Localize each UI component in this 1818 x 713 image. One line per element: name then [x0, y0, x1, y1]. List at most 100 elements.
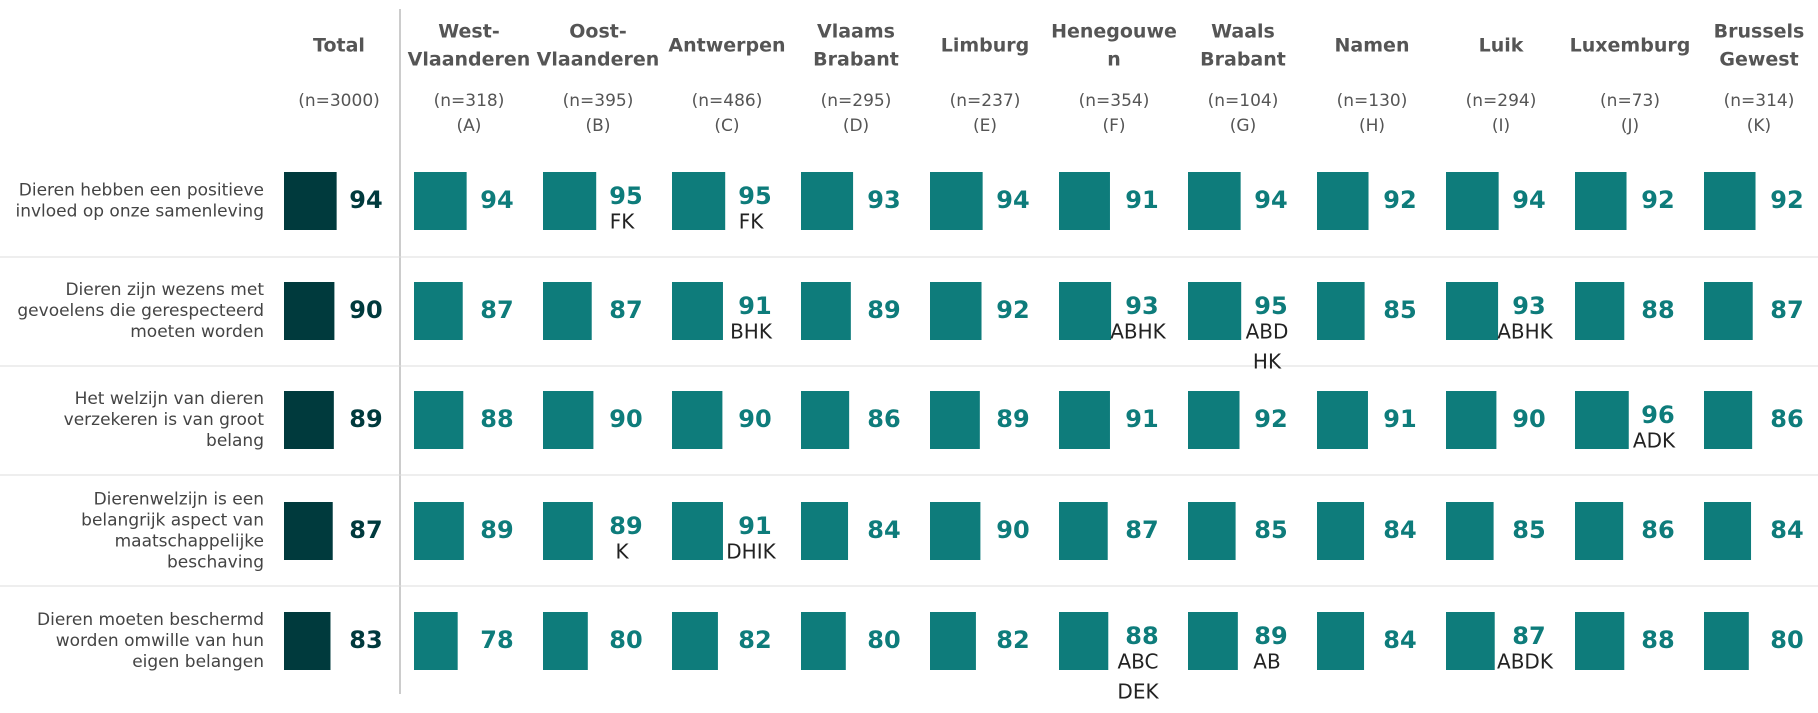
- bar: [284, 172, 337, 230]
- bar: [414, 612, 458, 670]
- value-label: 78: [480, 626, 513, 654]
- bar: [543, 391, 594, 449]
- bar: [284, 612, 331, 670]
- row-label: maatschappelijke: [115, 532, 264, 552]
- significance: FK: [739, 210, 765, 234]
- bar: [1317, 391, 1368, 449]
- bar: [1446, 612, 1495, 670]
- value-label: 96: [1641, 401, 1674, 429]
- value-label: 84: [1383, 626, 1416, 654]
- column-letter: (I): [1492, 116, 1510, 136]
- column-header: Waals: [1211, 21, 1275, 43]
- bar: [1059, 282, 1112, 340]
- value-label: 93: [1512, 292, 1545, 320]
- value-label: 94: [996, 186, 1029, 214]
- value-label: 95: [738, 182, 771, 210]
- value-label: 87: [480, 296, 513, 324]
- row-label: beschaving: [167, 553, 264, 573]
- column-n: (n=314): [1724, 91, 1795, 111]
- value-label: 84: [867, 516, 900, 544]
- bar: [801, 172, 854, 230]
- column-header: Brabant: [813, 49, 899, 71]
- significance: AB: [1253, 650, 1280, 674]
- bar: [1446, 282, 1499, 340]
- row-label: belang: [206, 431, 264, 451]
- row-label: invloed op onze samenleving: [16, 202, 265, 222]
- column-header: Vlaanderen: [408, 49, 531, 71]
- column-header: Gewest: [1719, 49, 1798, 71]
- bar: [414, 391, 464, 449]
- value-label: 86: [1641, 516, 1674, 544]
- bar: [1704, 502, 1752, 560]
- column-letter: (E): [973, 116, 997, 136]
- row-label: Het welzijn van dieren: [75, 389, 264, 409]
- column-header: Vlaanderen: [537, 49, 660, 71]
- significance: BHK: [730, 320, 773, 344]
- column-letter: (B): [586, 116, 611, 136]
- value-label: 88: [480, 405, 513, 433]
- bar: [1575, 612, 1625, 670]
- column-header: Namen: [1335, 35, 1410, 57]
- column-letter: (G): [1230, 116, 1256, 136]
- value-label: 85: [1383, 296, 1416, 324]
- column-n: (n=104): [1208, 91, 1279, 111]
- value-label: 82: [996, 626, 1029, 654]
- value-label: 93: [867, 186, 900, 214]
- column-header: Luik: [1479, 35, 1524, 57]
- value-label: 90: [996, 516, 1029, 544]
- value-label: 91: [738, 292, 771, 320]
- column-header: Total: [313, 35, 365, 57]
- value-label: 92: [1254, 405, 1287, 433]
- column-letter: (K): [1747, 116, 1771, 136]
- bar: [930, 612, 976, 670]
- bar: [1188, 502, 1236, 560]
- bar: [672, 612, 718, 670]
- value-label: 94: [349, 186, 382, 214]
- bar: [930, 391, 980, 449]
- row-label: belangrijk aspect van: [81, 511, 264, 531]
- value-label: 88: [1641, 626, 1674, 654]
- column-letter: (F): [1102, 116, 1125, 136]
- bar: [1446, 391, 1497, 449]
- column-header: Brussels: [1714, 21, 1805, 43]
- column-n: (n=318): [434, 91, 505, 111]
- bar: [543, 282, 592, 340]
- bar: [672, 502, 723, 560]
- bar: [1059, 502, 1108, 560]
- column-header: Limburg: [941, 35, 1030, 57]
- value-label: 93: [1125, 292, 1158, 320]
- significance: ABDK: [1497, 650, 1554, 674]
- bar: [1188, 612, 1238, 670]
- value-label: 89: [480, 516, 513, 544]
- column-header: Luxemburg: [1570, 35, 1691, 57]
- value-label: 85: [1512, 516, 1545, 544]
- bar: [1575, 172, 1627, 230]
- bar: [414, 172, 467, 230]
- bar: [1059, 391, 1110, 449]
- column-n: (n=237): [950, 91, 1021, 111]
- value-label: 87: [349, 516, 382, 544]
- column-letter: (A): [457, 116, 482, 136]
- row-label: Dierenwelzijn is een: [94, 490, 264, 510]
- row-label: eigen belangen: [132, 652, 264, 672]
- value-label: 90: [738, 405, 771, 433]
- row-label: gevoelens die gerespecteerd: [17, 301, 264, 321]
- column-header: Oost-: [569, 21, 626, 43]
- bar: [672, 391, 723, 449]
- column-n: (n=354): [1079, 91, 1150, 111]
- bar: [284, 502, 333, 560]
- significance: FK: [610, 210, 636, 234]
- row-label: Dieren zijn wezens met: [65, 280, 264, 300]
- column-n: (n=295): [821, 91, 892, 111]
- bar: [930, 282, 982, 340]
- column-header: n: [1107, 49, 1121, 71]
- value-label: 86: [1770, 405, 1803, 433]
- bar: [543, 612, 588, 670]
- value-label: 90: [349, 296, 382, 324]
- value-label: 88: [1641, 296, 1674, 324]
- bar: [1704, 391, 1753, 449]
- significance: ABC: [1117, 650, 1158, 674]
- column-n: (n=395): [563, 91, 634, 111]
- row-label: moeten worden: [130, 322, 264, 342]
